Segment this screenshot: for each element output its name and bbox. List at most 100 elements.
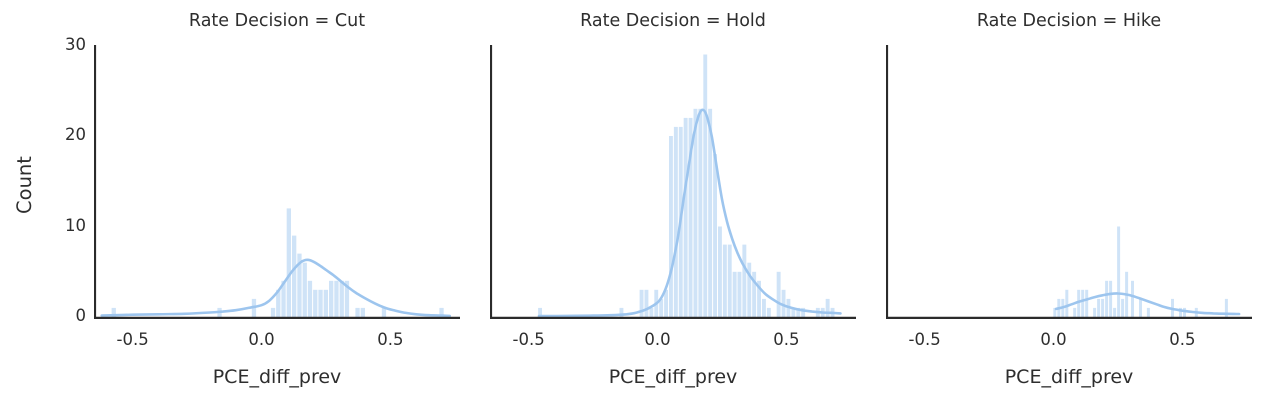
histogram-bar xyxy=(659,298,664,318)
y-axis-label: Count xyxy=(13,156,36,214)
histogram-bar xyxy=(722,244,727,318)
histogram-bar xyxy=(693,108,698,318)
histogram-bar xyxy=(1105,280,1109,318)
histogram-bar xyxy=(1183,307,1186,318)
histogram-bar xyxy=(313,289,318,318)
histogram-bar xyxy=(796,307,801,318)
histogram-bar xyxy=(1097,298,1101,318)
x-tick-label: -0.5 xyxy=(512,330,545,349)
histogram-bar xyxy=(732,271,737,319)
facet-title-cut: Rate Decision = Cut xyxy=(188,11,366,31)
y-tick-label: 0 xyxy=(75,306,87,325)
histogram-bar xyxy=(688,117,693,319)
histogram-bar xyxy=(281,280,286,318)
histogram-bar xyxy=(1101,298,1105,318)
histogram-bar xyxy=(727,244,732,318)
histogram-bar xyxy=(649,307,654,318)
histogram-bar xyxy=(297,253,302,318)
x-tick-label: -0.5 xyxy=(116,330,149,349)
facet-plot-hold xyxy=(490,45,856,319)
x-tick-label: 0.0 xyxy=(1040,330,1067,349)
histogram-bar xyxy=(1081,289,1085,318)
histogram-bar xyxy=(344,280,350,318)
kde-curve xyxy=(1054,292,1241,316)
histogram-bar xyxy=(1179,307,1182,318)
histogram-bar xyxy=(1093,307,1097,318)
facet-plot-hike xyxy=(886,45,1252,319)
histogram-bar xyxy=(339,280,344,318)
kde-curve xyxy=(100,258,451,318)
x-tick-label: 0.5 xyxy=(1169,330,1196,349)
histogram-bar xyxy=(111,307,116,318)
histogram-bar xyxy=(1085,289,1089,318)
histogram-bar xyxy=(1131,280,1134,318)
histogram-bar xyxy=(334,280,339,318)
histogram-bar xyxy=(381,307,387,318)
histogram-bar xyxy=(360,307,365,318)
histogram-bar xyxy=(323,289,328,318)
histogram-bar xyxy=(1146,307,1150,318)
histogram-bar xyxy=(355,307,360,318)
histogram-bar xyxy=(292,235,297,318)
histogram-bar xyxy=(538,307,542,318)
y-tick-label: 30 xyxy=(65,34,86,54)
y-tick-label: 20 xyxy=(65,125,86,144)
histogram-bar xyxy=(757,280,761,318)
x-tick-label: 0.0 xyxy=(644,330,671,349)
x-tick-label: 0.5 xyxy=(377,330,404,349)
histogram-bar xyxy=(708,108,713,318)
facet-plot-cut xyxy=(94,45,460,319)
histogram-bar xyxy=(1224,298,1228,318)
histogram-bar xyxy=(1139,298,1142,318)
histogram-bar xyxy=(639,289,644,318)
x-axis-label-hike: PCE_diff_prev xyxy=(1004,366,1134,388)
histogram-bar xyxy=(276,289,281,318)
histogram-bar xyxy=(737,271,742,319)
histogram-bar xyxy=(644,289,649,318)
histogram-bar xyxy=(673,126,678,319)
histogram-bar xyxy=(776,271,781,319)
x-tick-label: -0.5 xyxy=(908,330,941,349)
facet-title-hike: Rate Decision = Hike xyxy=(976,11,1162,31)
histogram-bar xyxy=(669,136,673,318)
histogram-bar xyxy=(801,307,806,318)
histogram-bar xyxy=(664,289,668,318)
x-axis-label-hold: PCE_diff_prev xyxy=(608,366,738,388)
kde-curve xyxy=(537,108,842,318)
histogram-bar xyxy=(1065,289,1069,318)
histogram-bar xyxy=(286,208,291,318)
histogram-bar xyxy=(718,226,722,318)
histogram-bar xyxy=(307,280,313,318)
histogram-bar xyxy=(1053,307,1057,318)
y-tick-label: 10 xyxy=(65,215,86,235)
histogram-bar xyxy=(766,307,771,318)
histogram-bar xyxy=(713,154,717,318)
histogram-bar xyxy=(439,307,444,318)
x-tick-label: 0.5 xyxy=(773,330,800,349)
facet-title-hold: Rate Decision = Hold xyxy=(580,11,766,31)
histogram-bar xyxy=(752,271,757,319)
histogram-bar xyxy=(762,298,766,318)
histogram-bar xyxy=(270,307,276,318)
histogram-bar xyxy=(318,289,323,318)
histogram-bar xyxy=(1121,298,1125,318)
histogram-bar xyxy=(698,108,703,318)
histogram-bar xyxy=(786,298,791,318)
histogram-bar xyxy=(302,262,307,318)
histogram-bar xyxy=(791,307,796,318)
histogram-bar xyxy=(329,280,334,318)
histogram-bar xyxy=(742,244,747,318)
histogram-bar xyxy=(1117,226,1121,318)
histogram-bar xyxy=(703,54,708,318)
histogram-bar xyxy=(1109,280,1113,318)
histogram-bar xyxy=(1077,289,1081,318)
histogram-bar xyxy=(683,117,688,319)
x-tick-label: 0.0 xyxy=(248,330,275,349)
histogram-bar xyxy=(1113,307,1117,318)
x-axis-label-cut: PCE_diff_prev xyxy=(212,366,342,388)
histogram-bar xyxy=(825,298,830,318)
histogram-bar xyxy=(251,298,257,318)
histogram-bar xyxy=(619,307,624,318)
histogram-bar xyxy=(1073,307,1077,318)
